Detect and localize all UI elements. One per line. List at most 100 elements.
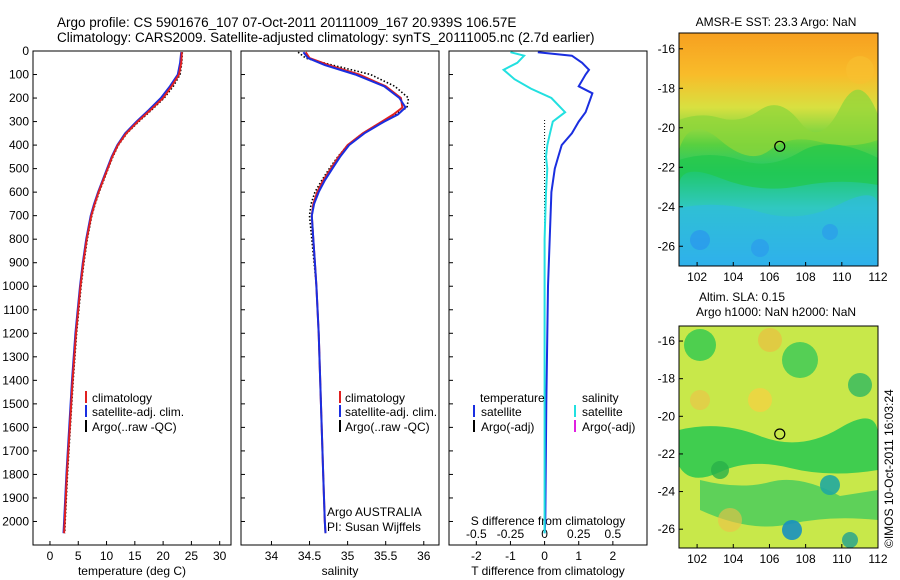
sla-lat-tick-label: -24 <box>658 485 676 499</box>
sla-lat-tick-label: -22 <box>658 447 676 461</box>
depth-tick-label: 100 <box>9 68 29 82</box>
sla-lat-tick-label: -18 <box>658 372 676 386</box>
temperature-legend: climatology satellite-adj. clim. Argo(..… <box>85 391 184 434</box>
imos-watermark: ©IMOS 10-Oct-2011 16:03:24 <box>882 389 896 548</box>
depth-tick-label: 1500 <box>2 397 29 411</box>
sla-lon-tick-label: 102 <box>687 552 707 566</box>
temperature-climatology-line <box>63 52 183 534</box>
s-difference-tick-label: 0.25 <box>567 527 591 541</box>
legend-temp-argo-label: Argo(-adj) <box>481 420 534 434</box>
sla-lat-tick-label: -26 <box>658 522 676 536</box>
depth-tick-label: 900 <box>9 256 29 270</box>
legend-salinity-heading: salinity <box>582 391 619 405</box>
depth-tick-label: 200 <box>9 91 29 105</box>
s-difference-tick-label: 0 <box>541 527 548 541</box>
sla-map-title-line2: Argo h1000: NaN h2000: NaN <box>696 305 856 319</box>
legend-sal-argo-label: Argo(-adj) <box>582 420 635 434</box>
depth-tick-label: 700 <box>9 209 29 223</box>
legend-sal-satellite-label: satellite <box>582 405 623 419</box>
sst-lon-tick-label: 110 <box>832 270 851 284</box>
sst-lon-tick-label: 102 <box>687 270 707 284</box>
sla-lon-tick-label: 112 <box>868 552 887 566</box>
difference-tick-label: 1 <box>575 549 582 563</box>
legend-satellite-label: satellite-adj. clim. <box>92 405 184 419</box>
sst-map-title: AMSR-E SST: 23.3 Argo: NaN <box>696 15 857 29</box>
sst-lat-tick-label: -18 <box>658 81 676 95</box>
s-difference-tick-label: -0.25 <box>497 527 525 541</box>
salinity-difference-axis: -0.5 -0.25 0 0.25 0.5 <box>466 527 622 541</box>
temperature-tick-label: 20 <box>156 549 170 563</box>
s-difference-axis-label: S difference from climatology <box>471 514 626 528</box>
argo-program-label: Argo AUSTRALIA <box>327 505 422 519</box>
sla-map-title-line1: Altim. SLA: 0.15 <box>699 290 785 304</box>
salinity-legend: climatology satellite-adj. clim. Argo(..… <box>339 391 437 434</box>
depth-tick-label: 1100 <box>3 303 29 317</box>
salinity-axis: 34 34.5 35 35.5 36 <box>265 541 431 563</box>
depth-tick-label: 800 <box>9 232 29 246</box>
depth-tick-label: 1400 <box>2 373 29 387</box>
depth-tick-label: 1300 <box>2 350 29 364</box>
salinity-difference-line <box>501 51 567 534</box>
temperature-tick-label: 10 <box>100 549 114 563</box>
sst-lon-tick-label: 108 <box>796 270 816 284</box>
sst-lat-tick-label: -26 <box>658 239 676 253</box>
salinity-tick-label: 34 <box>265 549 279 563</box>
legend-satellite-label: satellite-adj. clim. <box>345 405 437 419</box>
temperature-tick-label: 25 <box>185 549 199 563</box>
depth-tick-label: 1000 <box>2 279 29 293</box>
figure-title-line1: Argo profile: CS 5901676_107 07-Oct-2011… <box>57 15 516 30</box>
sst-lon-tick-label: 112 <box>868 270 887 284</box>
salinity-panel-frame <box>240 50 440 546</box>
temperature-tick-label: 15 <box>128 549 142 563</box>
salinity-axis-label: salinity <box>322 564 359 578</box>
principal-investigator-label: PI: Susan Wijffels <box>327 520 421 534</box>
depth-axis: 0 100 200 300 400 500 600 700 800 900 1000 1100 1200… <box>2 44 453 528</box>
legend-climatology-label: climatology <box>345 391 405 405</box>
salinity-tick-label: 35.5 <box>374 549 398 563</box>
s-difference-tick-label: -0.5 <box>466 527 487 541</box>
s-difference-tick-label: 0.5 <box>605 527 622 541</box>
sla-map-frame <box>678 325 879 549</box>
sst-lat-tick-label: -16 <box>658 42 676 56</box>
sst-map-frame <box>678 32 879 267</box>
sst-lon-tick-label: 106 <box>759 270 779 284</box>
salinity-tick-label: 34.5 <box>298 549 322 563</box>
temperature-axis-label: temperature (deg C) <box>78 564 186 578</box>
temperature-tick-label: 5 <box>75 549 82 563</box>
depth-tick-label: 600 <box>9 185 29 199</box>
difference-legend: temperature satellite Argo(-adj) salinit… <box>473 391 635 434</box>
sst-map-image <box>679 33 878 266</box>
sst-lat-tick-label: -22 <box>658 160 676 174</box>
temperature-axis: 0 5 10 15 20 25 30 <box>47 541 227 563</box>
depth-tick-label: 1800 <box>2 467 29 481</box>
legend-temp-satellite-label: satellite <box>481 405 522 419</box>
depth-tick-label: 1700 <box>2 444 29 458</box>
salinity-tick-label: 36 <box>417 549 431 563</box>
depth-tick-label: 500 <box>9 162 29 176</box>
sst-lat-tick-label: -20 <box>658 121 676 135</box>
difference-axis: -2 -1 0 1 2 <box>471 541 617 563</box>
sla-map-axis: 102 104 106 108 110 112 -16 -18 -20 -22 -24 -26 <box>658 334 888 566</box>
sst-map-axis: 102 104 106 108 110 112 -16 -18 -20 -22 -24 -26 <box>658 42 888 284</box>
t-difference-axis-label: T difference from climatology <box>471 564 625 578</box>
difference-tick-label: 2 <box>610 549 617 563</box>
sla-lon-tick-label: 106 <box>759 552 779 566</box>
depth-tick-label: 1600 <box>2 420 29 434</box>
depth-tick-label: 1900 <box>2 491 29 505</box>
depth-tick-label: 0 <box>22 44 29 58</box>
temperature-panel-frame <box>32 50 232 546</box>
sla-lat-tick-label: -16 <box>658 334 676 348</box>
salinity-tick-label: 35 <box>341 549 355 563</box>
salinity-argo-line <box>297 51 410 534</box>
sla-map-image <box>679 326 878 548</box>
sla-argo-position-marker <box>774 428 786 440</box>
temperature-tick-label: 0 <box>47 549 54 563</box>
legend-argo-label: Argo(..raw -QC) <box>345 420 430 434</box>
depth-tick-label: 300 <box>9 115 29 129</box>
depth-tick-label: 1200 <box>2 326 29 340</box>
sla-lon-tick-label: 104 <box>723 552 743 566</box>
legend-argo-label: Argo(..raw -QC) <box>92 420 177 434</box>
difference-tick-label: 0 <box>541 549 548 563</box>
sla-lon-tick-label: 110 <box>832 552 851 566</box>
